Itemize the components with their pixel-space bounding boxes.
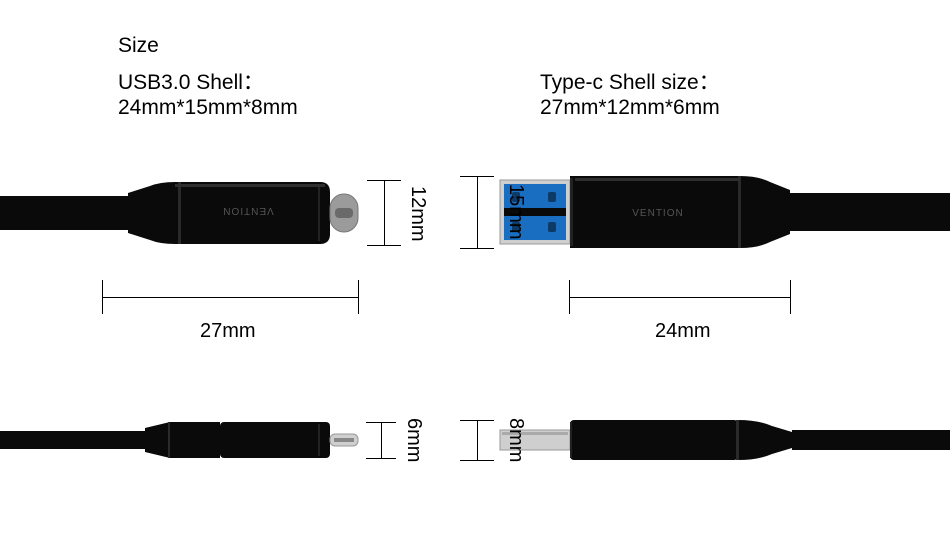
dim-line	[569, 297, 791, 298]
typec-shell-dims: 27mm*12mm*6mm	[540, 96, 720, 120]
typec-connector-top: VENTION	[0, 168, 380, 258]
usb30-shell-dims: 24mm*15mm*8mm	[118, 96, 298, 120]
usba-connector-top: VENTION	[490, 162, 950, 262]
typec-length-label: 27mm	[200, 320, 256, 343]
usb30-shell-label: USB3.0 Shell：	[118, 66, 264, 96]
typec-height-label: 12mm	[406, 186, 429, 242]
dim-line	[381, 422, 382, 459]
svg-text:VENTION: VENTION	[632, 208, 683, 219]
typec-connector-side	[0, 418, 380, 462]
dim-line	[477, 176, 478, 249]
dim-line	[384, 180, 385, 246]
usba-height-label: 15mm	[504, 184, 527, 240]
typec-thick-label: 6mm	[402, 418, 425, 462]
dim-line	[102, 297, 359, 298]
usba-connector-side	[490, 414, 950, 466]
dim-line	[477, 420, 478, 461]
usba-thick-label: 8mm	[504, 418, 527, 462]
usba-length-label: 24mm	[655, 320, 711, 343]
size-heading: Size	[118, 34, 159, 58]
svg-text:VENTION: VENTION	[222, 205, 273, 216]
typec-shell-label: Type-c Shell size：	[540, 66, 720, 96]
